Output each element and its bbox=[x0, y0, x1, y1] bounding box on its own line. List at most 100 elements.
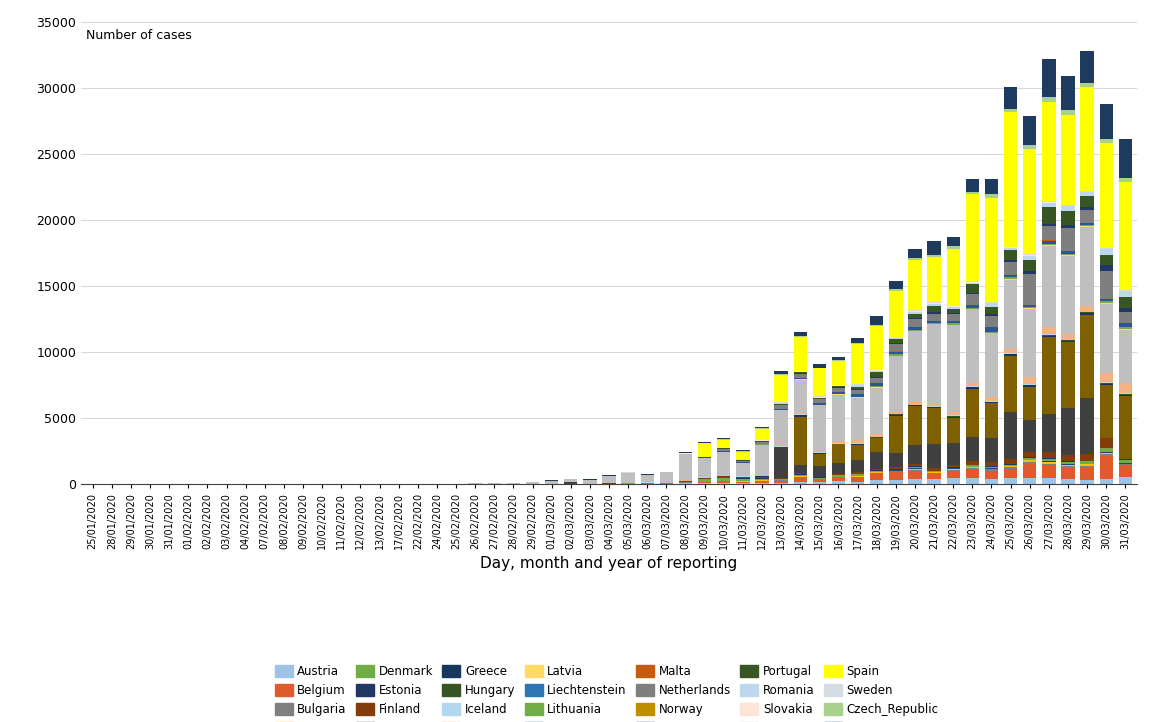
Bar bbox=[908, 406, 922, 445]
Bar bbox=[927, 479, 941, 484]
Bar bbox=[965, 282, 979, 284]
Bar bbox=[737, 483, 749, 484]
Bar bbox=[965, 309, 979, 383]
Bar bbox=[965, 383, 979, 386]
Bar bbox=[1042, 335, 1056, 336]
Bar bbox=[1080, 196, 1094, 206]
Bar bbox=[965, 292, 979, 294]
Bar bbox=[1023, 464, 1036, 478]
Bar bbox=[737, 479, 749, 482]
Bar bbox=[1061, 342, 1074, 408]
Bar bbox=[813, 482, 826, 484]
Bar bbox=[947, 321, 960, 323]
Bar bbox=[1061, 77, 1074, 110]
Bar bbox=[947, 248, 960, 305]
Bar bbox=[1118, 393, 1132, 394]
Bar bbox=[890, 472, 902, 479]
Bar bbox=[813, 478, 826, 479]
Bar bbox=[890, 412, 902, 414]
Bar bbox=[1080, 191, 1094, 192]
Bar bbox=[908, 467, 922, 468]
Bar bbox=[927, 324, 941, 403]
Bar bbox=[985, 194, 998, 198]
Bar bbox=[793, 465, 807, 473]
Bar bbox=[851, 398, 864, 440]
Bar bbox=[1080, 453, 1094, 461]
Bar bbox=[947, 417, 960, 443]
Bar bbox=[698, 479, 711, 482]
Bar bbox=[1023, 384, 1036, 385]
Bar bbox=[1061, 206, 1074, 211]
Bar bbox=[890, 292, 902, 338]
Bar bbox=[1061, 211, 1074, 225]
Bar bbox=[890, 416, 902, 453]
Bar bbox=[737, 463, 749, 476]
Bar bbox=[1118, 330, 1132, 383]
Bar bbox=[927, 406, 941, 407]
Bar bbox=[965, 178, 979, 192]
Bar bbox=[1003, 459, 1017, 464]
Bar bbox=[1080, 316, 1094, 399]
Bar bbox=[1118, 182, 1132, 290]
Bar bbox=[1080, 480, 1094, 484]
Bar bbox=[1080, 51, 1094, 84]
Bar bbox=[775, 448, 788, 477]
Bar bbox=[965, 465, 979, 467]
Bar bbox=[793, 482, 807, 484]
Bar bbox=[1061, 228, 1074, 251]
Bar bbox=[1042, 207, 1056, 224]
Bar bbox=[717, 482, 731, 483]
Bar bbox=[985, 334, 998, 396]
Bar bbox=[985, 462, 998, 466]
Bar bbox=[737, 450, 749, 451]
Bar bbox=[1003, 260, 1017, 261]
Bar bbox=[908, 445, 922, 464]
Bar bbox=[927, 443, 941, 468]
Bar bbox=[985, 402, 998, 404]
Bar bbox=[927, 306, 941, 312]
Bar bbox=[965, 478, 979, 484]
Bar bbox=[870, 452, 884, 469]
Bar bbox=[1023, 308, 1036, 378]
Bar bbox=[1003, 109, 1017, 112]
Bar bbox=[775, 445, 788, 447]
Bar bbox=[1061, 340, 1074, 341]
Bar bbox=[870, 470, 884, 471]
Bar bbox=[947, 323, 960, 325]
Bar bbox=[755, 481, 769, 483]
Bar bbox=[947, 309, 960, 313]
Bar bbox=[1080, 461, 1094, 464]
Bar bbox=[985, 471, 998, 479]
Bar bbox=[947, 465, 960, 467]
Bar bbox=[679, 453, 693, 480]
Bar bbox=[832, 442, 846, 443]
Bar bbox=[679, 482, 693, 483]
X-axis label: Day, month and year of reporting: Day, month and year of reporting bbox=[480, 556, 738, 571]
Bar bbox=[793, 374, 807, 378]
Bar bbox=[1042, 464, 1056, 466]
Bar bbox=[947, 469, 960, 470]
Bar bbox=[908, 327, 922, 331]
Bar bbox=[1080, 311, 1094, 313]
Bar bbox=[1061, 256, 1074, 334]
Bar bbox=[890, 352, 902, 355]
Bar bbox=[507, 483, 520, 484]
Bar bbox=[755, 477, 769, 479]
Bar bbox=[487, 483, 501, 484]
Bar bbox=[1080, 464, 1094, 466]
Bar bbox=[793, 417, 807, 465]
Bar bbox=[737, 477, 749, 479]
Bar bbox=[1080, 466, 1094, 467]
Bar bbox=[775, 477, 788, 479]
Bar bbox=[927, 408, 941, 443]
Bar bbox=[1118, 460, 1132, 464]
Bar bbox=[908, 318, 922, 319]
Bar bbox=[890, 355, 902, 356]
Bar bbox=[851, 394, 864, 397]
Bar bbox=[870, 383, 884, 386]
Bar bbox=[1118, 459, 1132, 460]
Bar bbox=[1003, 465, 1017, 466]
Bar bbox=[717, 449, 731, 451]
Bar bbox=[985, 469, 998, 471]
Bar bbox=[1061, 465, 1074, 466]
